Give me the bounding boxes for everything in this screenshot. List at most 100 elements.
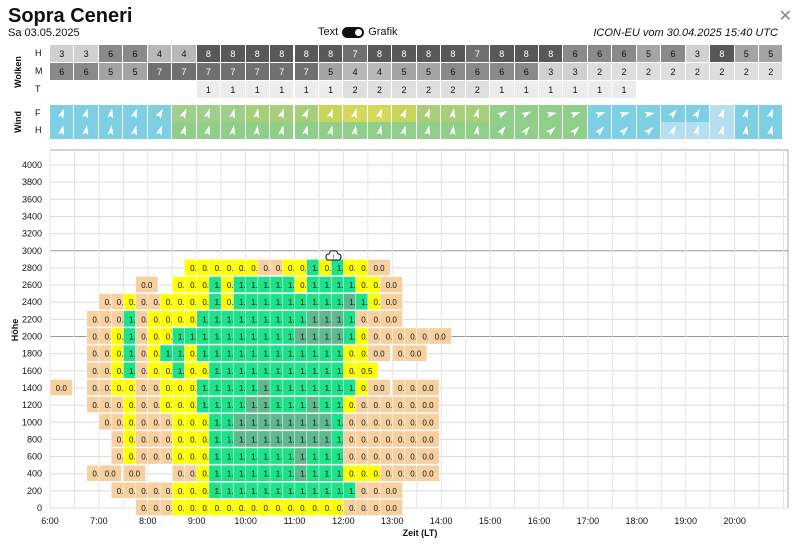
cloud-cell: 1 xyxy=(612,81,637,99)
heat-cell-label: 1.0 xyxy=(325,487,337,496)
date-label: Sa 03.05.2025 xyxy=(8,27,80,39)
x-tick-label: 19:00 xyxy=(674,516,697,526)
wind-cell xyxy=(514,122,539,139)
y-tick-label: 2600 xyxy=(22,280,42,290)
heat-cell-label: 0.5 xyxy=(202,264,214,273)
heat-cell-label: 1.5 xyxy=(251,435,263,444)
wind-cell xyxy=(196,122,222,139)
wind-arrow-icon xyxy=(546,111,556,118)
cloud-cell: 6 xyxy=(612,45,637,63)
heat-cell-label: 0.0 xyxy=(422,418,434,427)
cloud-cell xyxy=(636,81,662,99)
heat-cell-label: 1.0 xyxy=(178,367,190,376)
heat-cell-label: 0.0 xyxy=(410,333,422,342)
heat-cell-label: 0.0 xyxy=(105,384,117,393)
heat-cell-label: 1.0 xyxy=(215,453,227,462)
heat-cell-label: 0.0 xyxy=(410,418,422,427)
wind-arrow-icon xyxy=(521,125,531,136)
heat-cell-label: 1.0 xyxy=(276,298,288,307)
wind-cell xyxy=(221,105,246,122)
heat-cell-label: 0.0 xyxy=(117,298,129,307)
wind-cell xyxy=(490,122,515,139)
heat-cell-label: 1.0 xyxy=(263,470,275,479)
cloud-cell: 1 xyxy=(539,81,564,99)
cloud-cell: 7 xyxy=(245,63,271,81)
heat-cell-label: 0.5 xyxy=(337,504,349,513)
toggle-switch[interactable] xyxy=(342,26,365,38)
heat-cell-label: 1.0 xyxy=(312,264,324,273)
heat-cell-label: 0.0 xyxy=(361,435,373,444)
heat-cell-label: 0.5 xyxy=(117,350,129,359)
close-icon[interactable]: ✕ xyxy=(778,8,792,25)
wind-arrow-icon xyxy=(82,107,89,119)
heat-cell-label: 0.5 xyxy=(215,264,227,273)
heat-cell-label: 1.0 xyxy=(276,453,288,462)
wind-cell xyxy=(465,105,491,122)
cloud-cell: 5 xyxy=(759,45,784,63)
wind-arrow-icon xyxy=(570,126,580,136)
heat-cell-label: 0.0 xyxy=(141,367,153,376)
heat-cell-label: 0.5 xyxy=(190,315,202,324)
heat-cell-label: 0.5 xyxy=(361,470,373,479)
cloud-cell: 4 xyxy=(367,63,393,81)
heat-cell-label: 1.0 xyxy=(349,333,361,342)
heat-cell xyxy=(98,464,122,482)
heat-cell-label: 1.0 xyxy=(300,350,312,359)
heat-cell-label: 0.5 xyxy=(215,504,227,513)
wind-arrow-icon xyxy=(473,124,480,135)
wind-arrow-icon xyxy=(107,124,114,135)
wind-arrow-icon xyxy=(693,124,700,136)
heat-cell-label: 1.0 xyxy=(178,333,190,342)
heat-cell-label: 0.0 xyxy=(374,264,386,273)
y-tick-label: 3600 xyxy=(22,194,42,204)
cloud-cell: 2 xyxy=(587,63,613,81)
heat-cell-label: 1.5 xyxy=(276,418,288,427)
heat-cell-label: 0.5 xyxy=(251,264,263,273)
wind-arrow-icon xyxy=(766,124,773,136)
heat-cell-label: 0.0 xyxy=(398,401,410,410)
wind-arrow-icon xyxy=(277,124,284,136)
wind-cell xyxy=(147,105,173,122)
cloud-cell: 2 xyxy=(661,63,686,81)
heat-cell-label: 1.5 xyxy=(300,470,312,479)
view-toggle[interactable]: Text Grafik xyxy=(318,26,398,38)
heat-cell-label: 1.0 xyxy=(337,401,349,410)
wind-cell xyxy=(172,105,197,122)
heat-cell-label: 0.0 xyxy=(374,384,386,393)
heat-cell-label: 1.0 xyxy=(312,384,324,393)
wind-cell xyxy=(710,105,735,122)
y-tick-label: 0 xyxy=(37,503,42,513)
cloud-cell: 1 xyxy=(245,81,271,99)
heat-cell-label: 0.0 xyxy=(105,470,117,479)
heat-cell xyxy=(416,413,440,431)
heat-cell-label: 0.5 xyxy=(190,264,202,273)
heat-cell-label: 1.5 xyxy=(251,418,263,427)
wind-arrow-icon xyxy=(497,125,506,136)
heat-cell-label: 1.5 xyxy=(300,333,312,342)
wind-arrow-icon xyxy=(204,107,211,119)
heat-cell-label: 0.0 xyxy=(422,384,434,393)
wind-cell xyxy=(245,105,271,122)
heat-cell-label: 1.0 xyxy=(300,401,312,410)
wind-arrow-icon xyxy=(668,108,677,119)
heat-cell-label: 0.5 xyxy=(190,504,202,513)
heat-cell-label: 0.0 xyxy=(374,487,386,496)
heat-cell xyxy=(416,396,440,413)
cloud-cell xyxy=(685,81,711,99)
heat-cell-label: 0.0 xyxy=(374,333,386,342)
wind-cell xyxy=(441,105,466,122)
heat-cell-label: 0.0 xyxy=(410,470,422,479)
heat-cell-label: 1.0 xyxy=(337,350,349,359)
wind-cell xyxy=(98,122,124,139)
wind-arrow-icon xyxy=(619,111,630,118)
wind-cell xyxy=(759,122,784,139)
heat-cell-label: 0.0 xyxy=(105,401,117,410)
heat-cell-label: 0.0 xyxy=(422,435,434,444)
cloud-cell: 8 xyxy=(270,45,295,63)
heat-cell-label: 0.0 xyxy=(117,401,129,410)
heat-cell-label: 0.5 xyxy=(129,298,141,307)
heat-cell-label: 1.0 xyxy=(288,401,300,410)
wind-arrow-icon xyxy=(594,111,605,118)
y-tick-label: 1600 xyxy=(22,366,42,376)
heat-cell xyxy=(379,482,403,499)
